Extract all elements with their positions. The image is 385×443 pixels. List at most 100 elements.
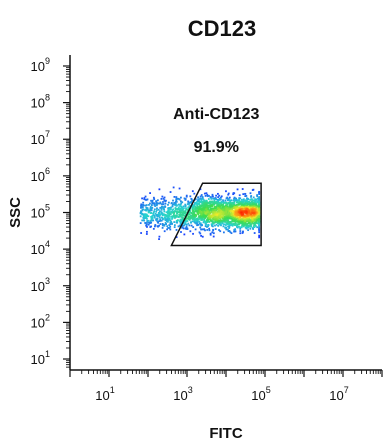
event-point [225,211,227,214]
event-point [258,215,261,218]
event-point [184,205,187,208]
event-point [155,210,158,213]
event-point [247,218,250,221]
event-point [151,199,154,202]
event-point [251,209,254,212]
event-point [238,199,241,201]
event-point [188,202,191,204]
event-point [234,210,237,213]
event-point [229,220,232,223]
event-point [166,220,169,223]
event-point [175,229,178,231]
event-point [150,217,153,220]
event-point [177,197,180,200]
event-point [233,201,236,204]
event-point [225,226,228,229]
event-point [146,230,148,233]
event-point [144,209,147,211]
event-point [236,220,239,223]
event-point [241,222,244,224]
event-point [244,195,247,198]
event-point [229,231,232,234]
event-point [196,201,198,203]
event-point [189,217,192,219]
event-point [171,209,174,211]
event-point [164,219,167,222]
event-point [203,202,206,205]
event-point [173,221,176,223]
axis-labels-group: FITC SSC [7,197,243,442]
event-point [233,213,235,216]
event-point [196,212,199,215]
event-point [226,210,229,213]
event-point [171,217,173,220]
event-point [225,220,227,223]
event-point [226,199,229,202]
event-point [227,215,230,217]
event-point [147,221,150,224]
event-point [245,220,248,222]
event-point [167,210,170,213]
event-point [238,200,241,203]
event-point [208,210,211,213]
event-point [187,215,190,218]
event-point [200,212,203,215]
event-point [252,220,254,222]
event-point [194,205,196,208]
event-point [205,208,207,211]
event-point [247,211,250,214]
event-point [167,219,170,222]
event-point [187,206,190,209]
event-point [145,216,148,219]
event-point [254,208,256,211]
event-point [206,205,209,207]
event-point [255,202,258,205]
event-point [185,225,188,228]
event-point [170,221,173,224]
event-point [221,219,223,222]
event-point [229,207,232,210]
event-point [201,197,204,200]
event-point [243,223,246,226]
event-point [234,219,237,222]
event-point [178,220,181,223]
event-point [223,205,225,208]
event-point [182,227,185,230]
event-point [158,224,161,227]
event-point [238,217,241,220]
event-point [201,219,204,221]
event-point [230,224,233,226]
event-point [222,217,224,220]
event-point [186,220,189,222]
event-point [239,216,242,219]
event-point [141,206,144,209]
event-point [200,205,203,207]
event-point [197,218,200,221]
event-point [244,193,247,195]
event-point [235,211,237,214]
event-point [214,205,216,208]
event-point [228,196,231,199]
event-point [180,231,182,233]
x-tick-label: 105 [251,385,270,403]
event-point [200,199,203,202]
event-point [215,223,218,226]
event-point [229,217,232,220]
event-point [152,219,155,222]
event-point [180,219,183,222]
event-point [246,208,248,210]
event-point [219,216,222,218]
event-point [223,212,226,214]
event-point [232,205,235,208]
event-point [206,193,209,196]
event-point [203,219,206,222]
event-point [237,223,239,226]
y-tick-label: 107 [31,129,50,147]
event-point [250,195,253,197]
event-point [255,220,258,223]
event-point [244,219,247,222]
event-point [192,206,195,209]
event-point [252,205,254,208]
event-point [256,208,259,211]
